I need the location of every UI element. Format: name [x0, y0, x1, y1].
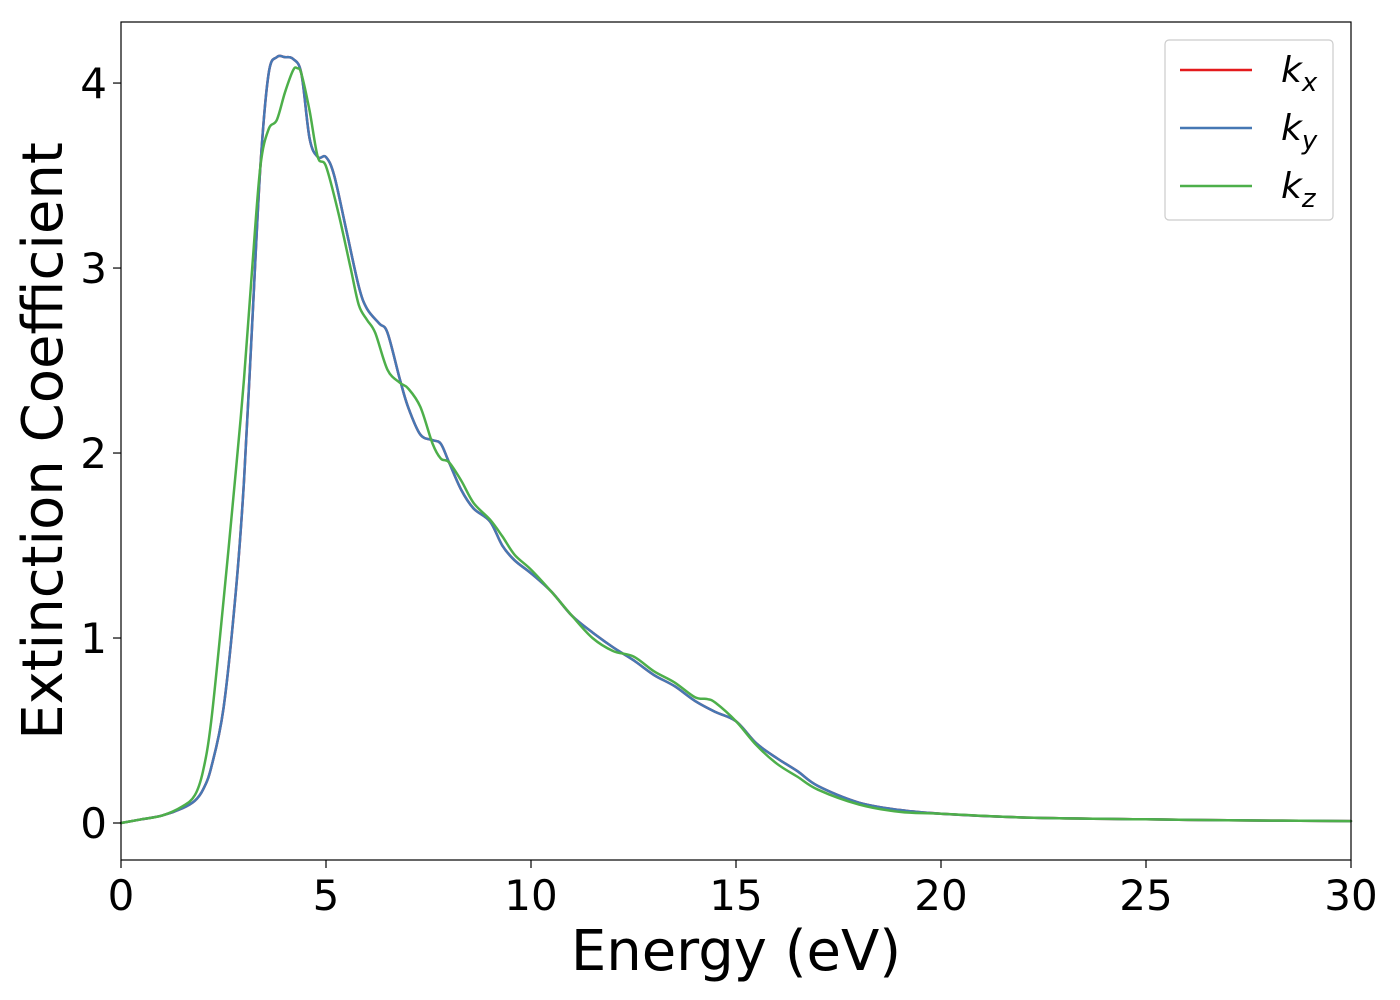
x-tick-label: 30: [1324, 871, 1377, 920]
x-axis-ticks: 0 5 10 15 20 25 30: [108, 860, 1378, 920]
x-tick-label: 25: [1119, 871, 1172, 920]
x-axis-label: Energy (eV): [571, 919, 901, 984]
legend-label-x: kx: [1281, 50, 1318, 98]
y-tick-label: 2: [80, 429, 107, 478]
legend-box: [1164, 39, 1334, 221]
y-axis-label: Extinction Coefficient: [11, 142, 76, 740]
x-tick-label: 0: [108, 871, 135, 920]
series-line-z: [119, 66, 1353, 825]
series-lines: [119, 54, 1353, 825]
y-tick-label: 0: [80, 799, 107, 848]
legend-label-y: ky: [1281, 108, 1318, 156]
y-tick-label: 3: [80, 244, 107, 293]
series-line-y: [119, 54, 1353, 825]
x-tick-label: 20: [914, 871, 967, 920]
y-tick-label: 1: [80, 614, 107, 663]
y-axis-ticks: 0 1 2 3 4: [80, 59, 121, 848]
x-tick-label: 15: [709, 871, 762, 920]
x-tick-label: 5: [313, 871, 340, 920]
y-tick-label: 4: [80, 59, 107, 108]
x-tick-label: 10: [504, 871, 557, 920]
